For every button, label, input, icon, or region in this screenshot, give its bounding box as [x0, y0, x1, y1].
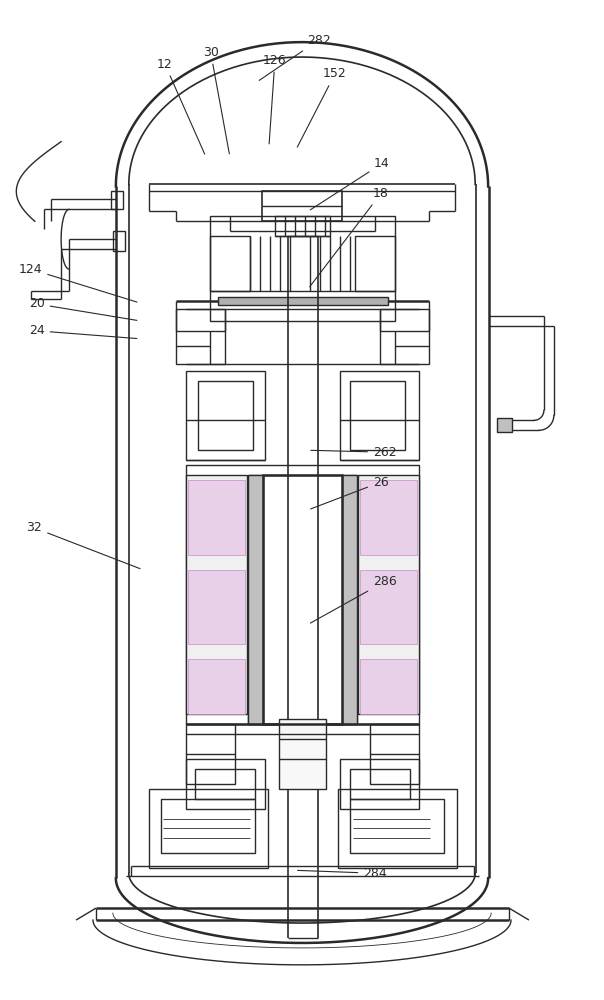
Bar	[185, 465, 419, 724]
Bar	[262, 191, 342, 221]
Bar	[497, 418, 512, 432]
Bar	[350, 381, 405, 450]
Text: 282: 282	[259, 34, 330, 80]
Bar	[360, 480, 417, 555]
Text: 284: 284	[298, 867, 387, 880]
Bar	[185, 475, 247, 714]
Bar	[199, 381, 253, 450]
Text: 18: 18	[310, 187, 389, 287]
Bar	[219, 297, 388, 305]
Bar	[185, 724, 236, 784]
Text: 152: 152	[297, 67, 347, 147]
Bar	[355, 236, 394, 291]
Bar	[161, 799, 255, 853]
Bar	[279, 719, 326, 789]
Bar	[185, 759, 265, 809]
Bar	[248, 475, 263, 724]
Text: 12: 12	[157, 58, 205, 154]
Text: 32: 32	[27, 521, 140, 569]
Bar	[358, 475, 419, 714]
Text: 30: 30	[203, 46, 230, 154]
Bar	[360, 570, 417, 644]
Bar	[210, 216, 394, 321]
Bar	[338, 789, 457, 868]
Bar	[360, 659, 417, 714]
Bar	[350, 769, 410, 799]
Text: 124: 124	[19, 263, 137, 302]
Bar	[176, 309, 225, 364]
Text: 20: 20	[29, 297, 137, 320]
Bar	[113, 231, 125, 251]
Bar	[185, 371, 265, 460]
Bar	[340, 371, 419, 460]
Bar	[111, 191, 123, 209]
Bar	[187, 659, 245, 714]
Text: 26: 26	[310, 476, 389, 509]
Bar	[340, 759, 419, 809]
Text: 14: 14	[310, 157, 390, 210]
Bar	[187, 480, 245, 555]
Text: 262: 262	[311, 446, 397, 459]
Bar	[263, 475, 342, 724]
Bar	[350, 799, 445, 853]
Bar	[380, 309, 429, 364]
Bar	[196, 769, 255, 799]
Bar	[370, 724, 419, 784]
Bar	[149, 789, 268, 868]
Text: 126: 126	[263, 54, 287, 144]
Bar	[342, 475, 357, 724]
Text: 286: 286	[310, 575, 397, 623]
Text: 24: 24	[29, 324, 137, 339]
Bar	[275, 216, 330, 236]
Bar	[210, 236, 250, 291]
Bar	[187, 570, 245, 644]
Bar	[248, 475, 357, 724]
